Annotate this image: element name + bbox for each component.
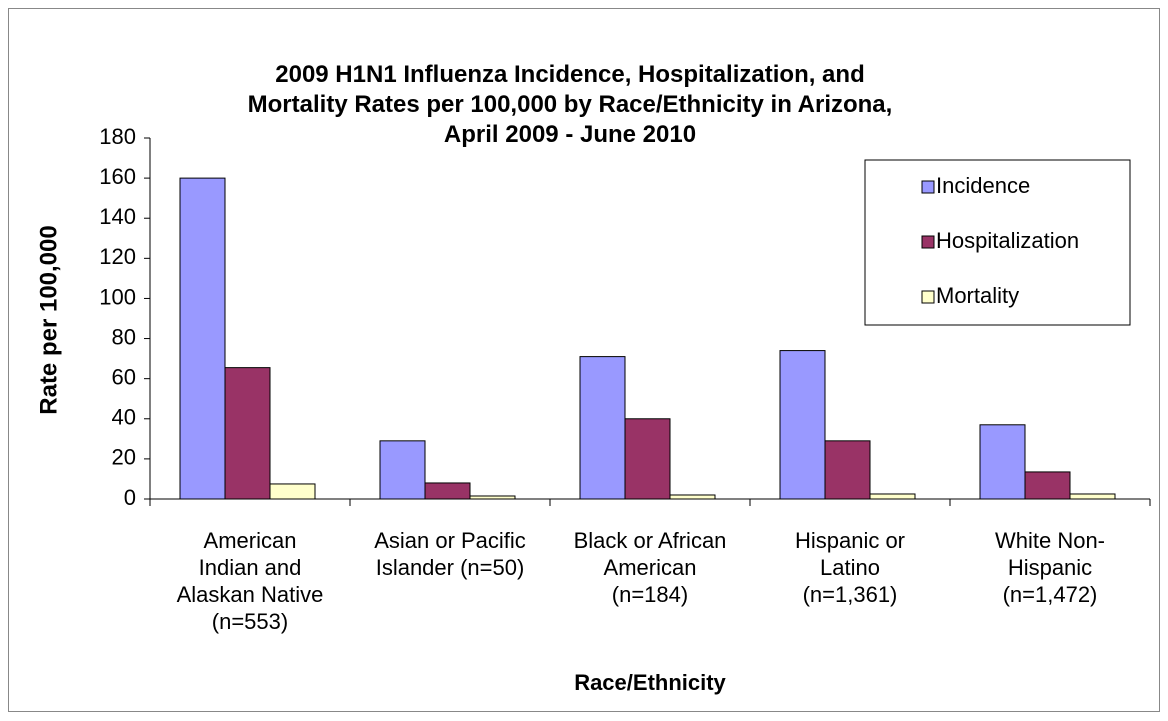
legend-box — [864, 159, 1131, 326]
bar — [224, 367, 271, 500]
legend-swatch — [921, 180, 935, 194]
y-tick-label: 120 — [99, 244, 136, 269]
x-tick-label: Asian or Pacific Islander (n=50) — [374, 528, 526, 580]
chart-title: 2009 H1N1 Influenza Incidence, Hospitali… — [247, 61, 893, 148]
bar — [779, 350, 826, 500]
y-tick-label: 20 — [112, 445, 136, 470]
bar — [1024, 471, 1071, 500]
y-tick-label: 40 — [112, 405, 136, 430]
legend-label: Hospitalization — [936, 228, 1079, 253]
legend-swatch — [921, 290, 935, 304]
bar — [379, 440, 426, 500]
bar — [979, 424, 1026, 500]
y-tick-label: 80 — [112, 324, 136, 349]
x-tick-label: Hispanic or Latino (n=1,361) — [794, 528, 906, 607]
x-tick-label: Black or African American (n=184) — [573, 528, 727, 607]
y-tick-label: 0 — [124, 485, 136, 510]
bar — [269, 483, 316, 500]
y-axis-label: Rate per 100,000 — [35, 225, 62, 414]
y-tick-label: 160 — [99, 164, 136, 189]
bar — [824, 440, 871, 500]
legend-swatch — [921, 235, 935, 249]
x-axis-label: Race/Ethnicity — [574, 670, 726, 695]
x-tick-label: American Indian and Alaskan Native (n=55… — [176, 528, 324, 634]
bar — [1069, 493, 1116, 500]
legend-label: Incidence — [936, 173, 1030, 198]
y-tick-label: 140 — [99, 204, 136, 229]
bar — [869, 493, 916, 500]
chart-border — [8, 8, 1160, 712]
legend-label: Mortality — [936, 283, 1019, 308]
bar — [424, 482, 471, 500]
bar — [624, 418, 671, 500]
bar — [579, 356, 626, 500]
bar — [669, 494, 716, 500]
y-tick-label: 60 — [112, 364, 136, 389]
bar — [179, 177, 226, 500]
y-tick-label: 180 — [99, 124, 136, 149]
bar — [469, 495, 516, 500]
x-tick-label: White Non- Hispanic (n=1,472) — [994, 528, 1106, 607]
y-tick-label: 100 — [99, 284, 136, 309]
